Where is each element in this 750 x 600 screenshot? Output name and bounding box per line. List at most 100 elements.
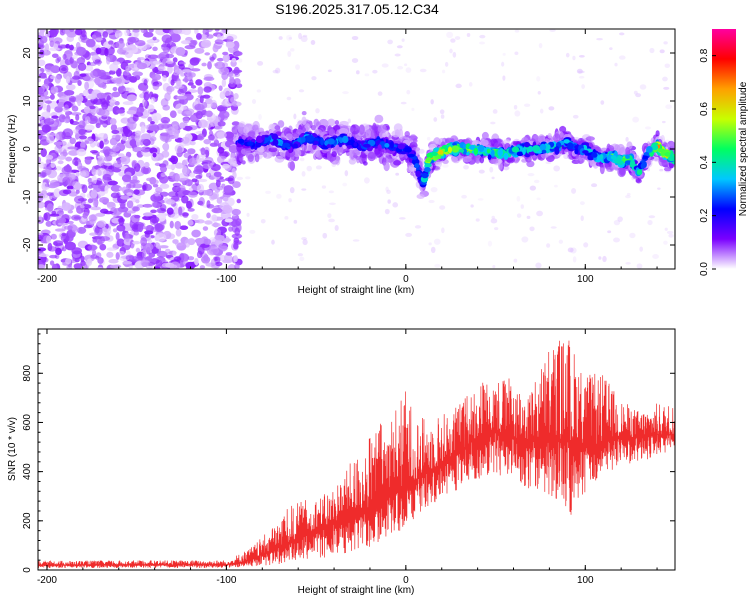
spectrogram-cell xyxy=(353,141,358,147)
spectrogram-cell xyxy=(47,242,53,252)
spectrogram-cell xyxy=(72,75,81,80)
spectrogram-cell xyxy=(315,108,320,114)
spectrogram-cell xyxy=(169,220,174,229)
spectrogram-cell xyxy=(211,214,218,222)
spectrogram-cell xyxy=(113,208,123,216)
spectrogram-cell xyxy=(50,86,59,94)
spectrogram-cell xyxy=(90,70,98,79)
spectrogram-cell xyxy=(231,121,240,126)
spectrogram-cell xyxy=(132,206,140,212)
spectrogram-cell xyxy=(181,195,189,204)
spectrogram-cell xyxy=(536,76,541,82)
spectrogram-cell xyxy=(494,227,499,231)
spectrogram-cell xyxy=(133,189,140,195)
spectrogram-cell xyxy=(214,29,220,32)
spectrogram-cell xyxy=(301,110,307,116)
spectrogram-cell xyxy=(311,76,317,81)
snr-x-ticks: -200 -100 0 100 xyxy=(37,329,658,586)
spectrogram-cell xyxy=(64,104,69,111)
spectrogram-cell xyxy=(115,40,125,49)
spectrogram-cell xyxy=(142,203,153,208)
spectrogram-cell xyxy=(73,157,79,161)
spectrogram-cell xyxy=(94,141,100,147)
spectrogram-cell xyxy=(170,213,179,219)
spectrogram-cell xyxy=(89,62,97,67)
spectrogram-cell xyxy=(639,84,647,90)
spectrogram-x-ticks: -200 -100 0 100 xyxy=(37,29,658,285)
spectrogram-cell xyxy=(347,118,352,124)
spectrogram-cell xyxy=(383,161,390,172)
spectrogram-cell xyxy=(75,46,87,56)
spectrogram-cell xyxy=(664,152,672,157)
spectrogram-cell xyxy=(234,263,240,269)
spectrogram-cell xyxy=(609,47,613,51)
spectrogram-cell xyxy=(112,228,118,233)
spectrogram-cell xyxy=(278,36,283,40)
spectrogram-cell xyxy=(53,141,64,146)
spectrogram-cell xyxy=(441,69,446,74)
spectrogram-cell xyxy=(76,57,86,65)
spectrogram-cell xyxy=(355,70,360,75)
spectrogram-cell xyxy=(503,139,511,144)
spectrogram-cell xyxy=(255,136,264,144)
spectrogram-cell xyxy=(639,246,643,252)
spectrogram-cell xyxy=(520,204,524,209)
spectrogram-cell xyxy=(109,101,116,107)
spectrogram-cell xyxy=(479,156,485,164)
spectrogram-cell xyxy=(154,192,160,197)
spectrogram-cell xyxy=(386,189,391,195)
spectrogram-cell xyxy=(451,156,458,163)
spectrogram-cell xyxy=(567,142,574,150)
spectrogram-cell xyxy=(159,245,169,249)
spectrogram-cell xyxy=(490,149,495,157)
spectrogram-cell xyxy=(195,79,203,86)
spectrogram-cell xyxy=(528,151,536,156)
spectrogram-cell xyxy=(591,152,598,158)
spectrogram-cell xyxy=(503,165,510,171)
spectrogram-cell xyxy=(188,187,193,192)
spectrogram-cell xyxy=(39,29,45,35)
spectrogram-cell xyxy=(54,74,61,84)
spectrogram-cell xyxy=(199,265,206,269)
spectrogram-cell xyxy=(236,198,241,204)
spectrogram-cell xyxy=(50,162,56,169)
spectrogram-cell xyxy=(216,131,227,139)
spectrogram-cell xyxy=(227,263,237,269)
spectrogram-cell xyxy=(49,179,60,186)
spectrogram-cell xyxy=(159,174,169,184)
spectrogram-cell xyxy=(571,187,577,194)
spectrogram-cell xyxy=(196,183,205,193)
spectrogram-cell xyxy=(52,240,64,247)
spectrogram-cell xyxy=(44,100,52,104)
spectrogram-cell xyxy=(190,57,201,64)
spectrogram-cell xyxy=(489,166,494,173)
spectrogram-cell xyxy=(102,31,109,38)
spectrogram-cell xyxy=(166,207,174,215)
spectrogram-cell xyxy=(148,252,156,258)
spectrogram-cell xyxy=(458,149,465,153)
spectrogram-cell xyxy=(636,169,643,176)
spectrogram-cell xyxy=(103,210,114,215)
spectrogram-cell xyxy=(598,256,602,260)
spectrogram-cell xyxy=(90,206,102,211)
spectrogram-cell xyxy=(181,136,190,144)
spectrogram-cell xyxy=(140,146,151,153)
spectrogram-cell xyxy=(173,207,180,215)
spectrogram-cell xyxy=(135,199,140,204)
spectrogram-cell xyxy=(122,70,130,76)
spectrogram-cell xyxy=(208,130,214,136)
spectrogram-cell xyxy=(541,149,547,154)
spectrogram-cell xyxy=(64,241,76,251)
spectrogram-cell xyxy=(231,208,241,216)
spectrogram-cell xyxy=(288,37,293,40)
spectrogram-cell xyxy=(377,124,387,134)
spectrogram-cell xyxy=(424,162,432,168)
spectrogram-cell xyxy=(222,205,233,214)
spectrogram-cell xyxy=(299,157,305,162)
spectrogram-cell xyxy=(153,266,161,269)
spectrogram-cell xyxy=(400,101,407,105)
spectrogram-cell xyxy=(49,260,55,266)
spectrogram-cell xyxy=(576,68,583,74)
spectrogram-cell xyxy=(140,237,148,247)
spectrogram-cell xyxy=(121,174,132,183)
